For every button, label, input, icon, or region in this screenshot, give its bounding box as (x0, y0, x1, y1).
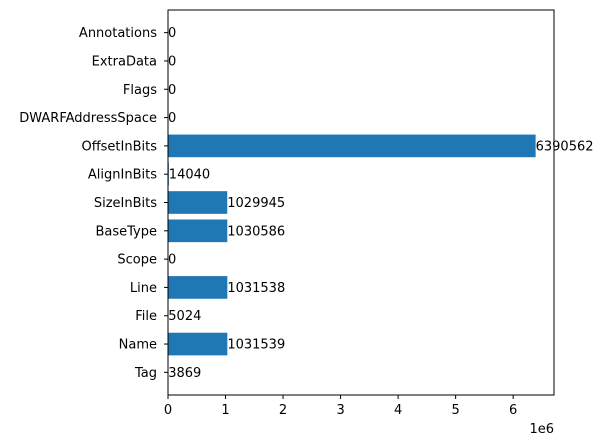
x-tick-label: 4 (394, 403, 402, 418)
plot-frame (167, 9, 555, 396)
y-tick-label: Name (119, 338, 157, 353)
x-tick-label: 0 (164, 403, 172, 418)
bar-value-label: 6390562 (536, 139, 594, 154)
x-tick-label: 5 (451, 403, 459, 418)
y-tick-label: BaseType (95, 224, 157, 239)
x-axis: 0 1 2 3 4 5 6 (164, 395, 517, 418)
x-tick-label: 2 (279, 403, 287, 418)
bar-offsetinbits (168, 134, 536, 158)
y-tick-label: Annotations (79, 26, 157, 41)
bar-value-label: 0 (168, 26, 176, 41)
bar-value-label: 1029945 (227, 196, 285, 211)
bar-value-label: 1031539 (227, 338, 285, 353)
y-tick-label: File (135, 309, 157, 324)
bar-value-label: 1030586 (227, 224, 285, 239)
bar-value-label: 3869 (168, 366, 201, 381)
y-tick-label: Line (130, 281, 157, 296)
bars-layer (168, 134, 536, 384)
bar-value-label: 0 (168, 54, 176, 69)
y-tick-label: ExtraData (92, 54, 157, 69)
bar-value-label: 0 (168, 253, 176, 268)
bar-value-labels: 3869 1031539 5024 1031538 0 1030586 1029945 140… (168, 26, 594, 381)
y-tick-label: Tag (134, 366, 157, 381)
bar-basetype (168, 219, 228, 243)
bar-value-label: 1031538 (227, 281, 285, 296)
y-axis: Tag Name File Line Scope BaseType SizeInBits Al… (19, 26, 168, 381)
bar-name (168, 332, 228, 356)
x-axis-scale-label: 1e6 (529, 422, 554, 437)
y-tick-label: DWARFAddressSpace (19, 111, 157, 126)
y-tick-label: Flags (123, 83, 157, 98)
y-tick-label: OffsetInBits (81, 139, 157, 154)
bar-value-label: 14040 (169, 168, 210, 183)
bar-line (168, 276, 228, 299)
x-tick-label: 6 (509, 403, 517, 418)
bar-value-label: 5024 (168, 309, 201, 324)
bar-value-label: 0 (168, 111, 176, 126)
x-tick-label: 3 (336, 403, 344, 418)
bar-sizeinbits (168, 191, 228, 214)
y-tick-label: AlignInBits (88, 168, 157, 183)
x-tick-label: 1 (221, 403, 229, 418)
y-tick-label: SizeInBits (94, 196, 157, 211)
y-tick-label: Scope (117, 253, 157, 268)
bar-value-label: 0 (168, 83, 176, 98)
